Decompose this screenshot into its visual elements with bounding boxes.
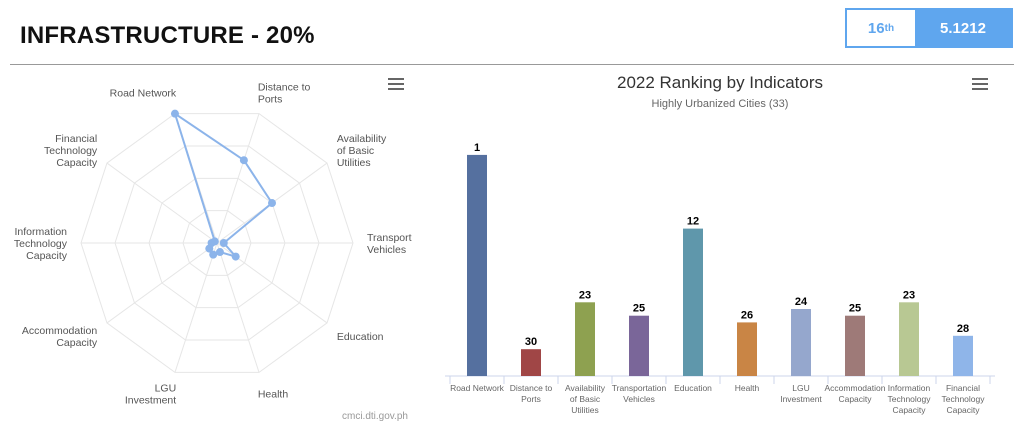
x-tick-label: Health [735, 383, 760, 393]
bar-value-label: 23 [903, 289, 915, 301]
radar-axis-label: LGU Investment [125, 382, 176, 406]
radar-axis-label: Education [337, 331, 384, 343]
x-tick-label: Accommodation Capacity [825, 383, 886, 404]
x-tick-label: Availability of Basic Utilities [565, 383, 606, 415]
radar-data-point [170, 109, 179, 118]
bar-value-label: 1 [474, 142, 480, 154]
bar [899, 302, 919, 376]
radar-axis-label: Distance to Ports [258, 82, 311, 106]
bar [575, 302, 595, 376]
x-tick-label: Distance to Ports [510, 383, 553, 404]
radar-axis-label: Accommodation Capacity [22, 325, 98, 349]
radar-axis-line [106, 242, 218, 324]
bar [737, 322, 757, 376]
radar-data-point [219, 239, 228, 247]
bar [845, 315, 865, 376]
radar-axis-line [216, 242, 260, 373]
bar-value-label: 30 [525, 336, 537, 348]
bar-value-label: 28 [957, 323, 969, 335]
radar-data-point [268, 199, 277, 208]
bar [467, 154, 487, 376]
radar-axis-line [106, 162, 218, 244]
x-tick-label: Education [674, 383, 712, 393]
bar-value-label: 12 [687, 216, 699, 228]
x-tick-label: Information Technology Capacity [887, 383, 931, 415]
bar [629, 315, 649, 376]
radar-axis-label: Health [258, 388, 289, 400]
radar-series-line [173, 111, 274, 259]
bar [953, 335, 973, 376]
bar-value-label: 24 [795, 296, 808, 308]
bar [683, 228, 703, 376]
chart-title: 2022 Ranking by Indicators [617, 73, 823, 92]
radar-axis-label: Information Technology Capacity [14, 226, 68, 262]
page-title: INFRASTRUCTURE - 20% [20, 22, 315, 49]
x-tick-label: Road Network [450, 383, 505, 393]
credit-link[interactable]: cmci.dti.gov.ph [342, 411, 408, 422]
radar-data-point [215, 248, 224, 257]
radar-axis-line [216, 113, 260, 244]
radar-data-point [210, 237, 219, 246]
radar-axis-label: Transport Vehicles [367, 232, 412, 256]
x-tick-label: Transportation Vehicles [612, 383, 667, 404]
radar-chart: Road Network Distance to Ports Availability… [14, 82, 412, 407]
radar-axis-label: Road Network [110, 88, 177, 100]
bar-value-label: 23 [579, 289, 591, 301]
rank-suffix: th [884, 22, 895, 34]
divider [10, 64, 1014, 65]
radar-axis-label: Availability of Basic Utilities [337, 133, 387, 169]
bar [521, 349, 541, 376]
chart-subtitle: Highly Urbanized Cities (33) [652, 98, 789, 110]
radar-data-point [209, 250, 218, 259]
x-tick-label: Financial Technology Capacity [941, 383, 985, 415]
score-value: 5.1212 [915, 10, 1011, 46]
bar-value-label: 26 [741, 309, 753, 321]
bar-value-label: 25 [633, 303, 645, 315]
bar-value-label: 25 [849, 303, 861, 315]
radar-axis-label: Financial Technology Capacity [44, 133, 98, 169]
radar-data-point [239, 156, 248, 165]
rank-number: 16 [867, 19, 885, 37]
bar [791, 309, 811, 376]
radar-menu-icon[interactable] [388, 78, 404, 90]
radar-axis-line [174, 242, 218, 373]
radar-data-point [231, 252, 240, 261]
bar-menu-icon[interactable] [972, 78, 988, 90]
x-tick-label: LGU Investment [780, 383, 822, 404]
